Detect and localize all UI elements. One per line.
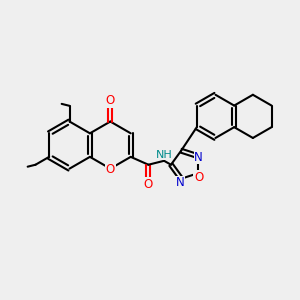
Text: NH: NH xyxy=(156,150,172,160)
Text: N: N xyxy=(176,176,184,189)
Text: O: O xyxy=(106,94,115,107)
Text: O: O xyxy=(106,163,115,176)
Text: N: N xyxy=(194,151,203,164)
Text: O: O xyxy=(194,171,203,184)
Text: O: O xyxy=(144,178,153,191)
